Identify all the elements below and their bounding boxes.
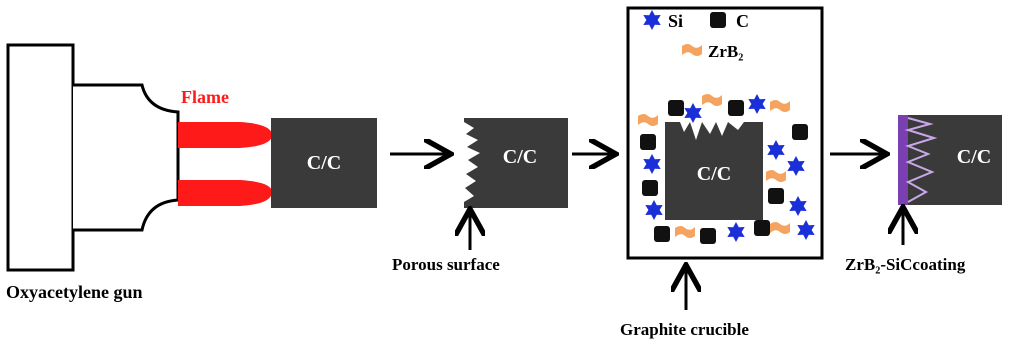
legend-si-label: Si bbox=[668, 11, 683, 31]
c-particle bbox=[668, 100, 684, 116]
coating-infiltration bbox=[904, 117, 938, 203]
c-particle bbox=[700, 228, 716, 244]
c-particle bbox=[654, 226, 670, 242]
c-particle bbox=[754, 220, 770, 236]
crucible-label: Graphite crucible bbox=[620, 320, 749, 339]
cc-block-3: C/C bbox=[665, 122, 763, 220]
c-particle bbox=[768, 188, 784, 204]
flame-label: Flame bbox=[181, 87, 229, 107]
porous-edge bbox=[464, 122, 480, 202]
cc-block-4: C/C bbox=[898, 115, 1002, 205]
flame-shapes bbox=[178, 122, 272, 206]
coating-label: ZrB₂-SiCcoating bbox=[845, 255, 966, 274]
infiltrated-edge bbox=[680, 122, 744, 140]
porous-label: Porous surface bbox=[392, 255, 500, 274]
cc-label-1: C/C bbox=[307, 152, 341, 174]
cc-label-2: C/C bbox=[503, 146, 537, 168]
c-particle bbox=[792, 124, 808, 140]
cc-label-4: C/C bbox=[957, 146, 991, 168]
legend-c-icon bbox=[710, 12, 726, 28]
legend-zrb2-label: ZrB₂ bbox=[708, 42, 743, 61]
legend-c-label: C bbox=[736, 11, 749, 31]
c-particle bbox=[642, 180, 658, 196]
cc-block-1: C/C bbox=[271, 118, 377, 208]
c-particle bbox=[728, 100, 744, 116]
oxyacetylene-gun bbox=[6, 43, 180, 272]
gun-label: Oxyacetylene gun bbox=[6, 282, 143, 302]
cc-label-3: C/C bbox=[697, 163, 731, 185]
legend: Si C ZrB₂ bbox=[643, 10, 749, 61]
c-particle bbox=[640, 134, 656, 150]
cc-block-2: C/C bbox=[464, 118, 568, 208]
coating-layer bbox=[898, 115, 908, 205]
